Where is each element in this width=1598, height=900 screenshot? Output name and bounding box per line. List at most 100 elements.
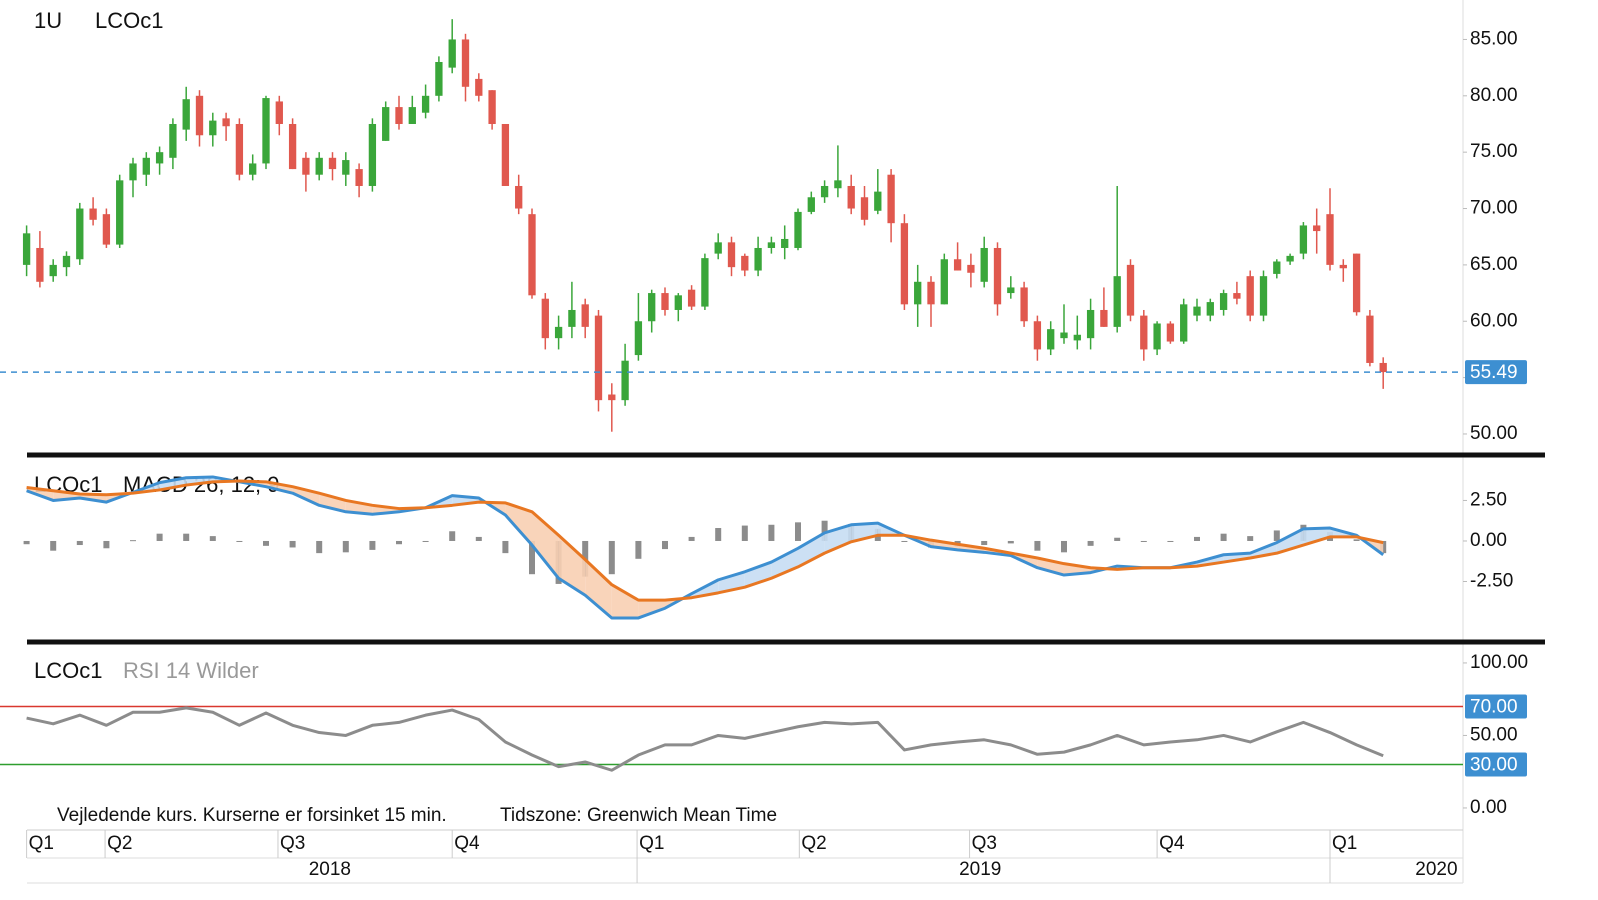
- candle-body: [900, 223, 909, 305]
- candle-body: [355, 169, 363, 186]
- histogram-bar: [1167, 540, 1174, 542]
- panel-title: LCOc1: [95, 8, 163, 33]
- candle-body: [634, 321, 643, 356]
- candle-body: [834, 180, 842, 189]
- histogram-bar: [1194, 536, 1200, 541]
- histogram-bar: [821, 520, 828, 541]
- indicator-line: [26, 479, 1384, 602]
- year-label: 2020: [1415, 859, 1457, 880]
- candle-body: [1246, 276, 1254, 316]
- candle-body: [116, 180, 124, 245]
- histogram-bar: [76, 540, 83, 546]
- candle-body: [76, 208, 84, 260]
- candle-body: [1366, 315, 1374, 363]
- histogram-bar: [662, 540, 668, 550]
- panel-title: RSI 14 Wilder: [123, 658, 259, 683]
- macd-fill: [558, 535, 586, 596]
- candle-body: [1193, 306, 1201, 316]
- candle-body: [195, 95, 204, 136]
- candle-body: [249, 163, 257, 175]
- histogram-bar: [1087, 540, 1094, 546]
- candle-body: [581, 304, 589, 327]
- candle-body: [554, 326, 563, 339]
- panel-title: 1U: [34, 8, 62, 33]
- candle-body: [874, 191, 882, 211]
- macd-fill: [505, 502, 532, 546]
- candle-body: [820, 185, 829, 198]
- x-tick-label: Q2: [107, 833, 132, 854]
- histogram-bar: [236, 540, 243, 542]
- candle-body: [1113, 276, 1121, 327]
- candle-body: [1140, 315, 1148, 350]
- value-badge: [1465, 752, 1527, 777]
- candle-body: [528, 214, 536, 296]
- candle-body: [1286, 255, 1294, 262]
- histogram-bar: [263, 540, 269, 546]
- x-tick-label: Q4: [454, 833, 480, 854]
- histogram-bar: [396, 540, 402, 545]
- candle-body: [395, 107, 403, 124]
- candle-body: [541, 298, 549, 339]
- panel-title: LCOc1: [34, 658, 102, 683]
- candle-body: [860, 197, 869, 220]
- candle-body: [315, 157, 323, 175]
- candle-body: [262, 98, 270, 164]
- candle-body: [89, 208, 97, 220]
- candle-body: [993, 247, 1002, 305]
- candle-body: [767, 242, 776, 248]
- footer-note: Vejledende kurs. Kurserne er forsinket 1…: [57, 805, 447, 826]
- macd-fill: [638, 600, 665, 618]
- candle-body: [1047, 329, 1055, 350]
- histogram-bar: [289, 540, 296, 548]
- candle-body: [727, 242, 736, 268]
- histogram-bar: [1220, 533, 1227, 541]
- x-tick-label: Q1: [1332, 833, 1357, 854]
- histogram-bar: [688, 536, 695, 541]
- histogram-bar: [475, 536, 482, 541]
- y-tick-label: 85.00: [1470, 28, 1518, 49]
- candle-body: [1007, 287, 1015, 294]
- candle-body: [1379, 362, 1387, 373]
- y-tick-label: 2.50: [1470, 489, 1507, 510]
- candle-body: [1313, 225, 1321, 232]
- histogram-bar: [1034, 540, 1041, 551]
- candle-body: [927, 281, 935, 305]
- histogram-bar: [1007, 540, 1014, 544]
- candle-body: [155, 152, 164, 164]
- histogram-bar: [209, 536, 216, 541]
- y-tick-label: 80.00: [1470, 85, 1518, 106]
- histogram-bar: [981, 540, 988, 546]
- candle-body: [501, 123, 510, 186]
- candle-body: [967, 264, 975, 273]
- year-label: 2019: [959, 859, 1001, 880]
- y-tick-label: 50.00: [1470, 724, 1518, 745]
- candle-body: [1326, 214, 1334, 265]
- macd-fill: [611, 584, 639, 618]
- candle-body: [1273, 261, 1281, 274]
- histogram-bar: [608, 540, 615, 575]
- candle-body: [342, 160, 350, 175]
- histogram-bar: [449, 531, 456, 541]
- histogram-bar: [529, 540, 535, 575]
- candle-body: [714, 242, 722, 254]
- macd-fill: [851, 523, 878, 542]
- candle-body: [807, 197, 815, 212]
- histogram-bar: [156, 533, 163, 541]
- histogram-bar: [23, 540, 30, 545]
- candle-body: [940, 259, 948, 305]
- candle-body: [142, 157, 150, 175]
- candle-body: [1259, 276, 1268, 316]
- candle-body: [288, 123, 297, 170]
- macd-fill: [319, 493, 346, 512]
- candle-body: [328, 157, 337, 170]
- candle-body: [701, 258, 709, 307]
- year-label: 2018: [309, 859, 351, 880]
- candle-body: [1153, 323, 1161, 350]
- histogram-bar: [1273, 530, 1280, 541]
- macd-fill: [1303, 528, 1330, 546]
- macd-fill: [744, 562, 772, 588]
- x-tick-label: Q3: [972, 833, 997, 854]
- candle-body: [209, 120, 217, 136]
- candle-body: [1219, 293, 1228, 310]
- y-tick-label: 50.00: [1470, 423, 1518, 444]
